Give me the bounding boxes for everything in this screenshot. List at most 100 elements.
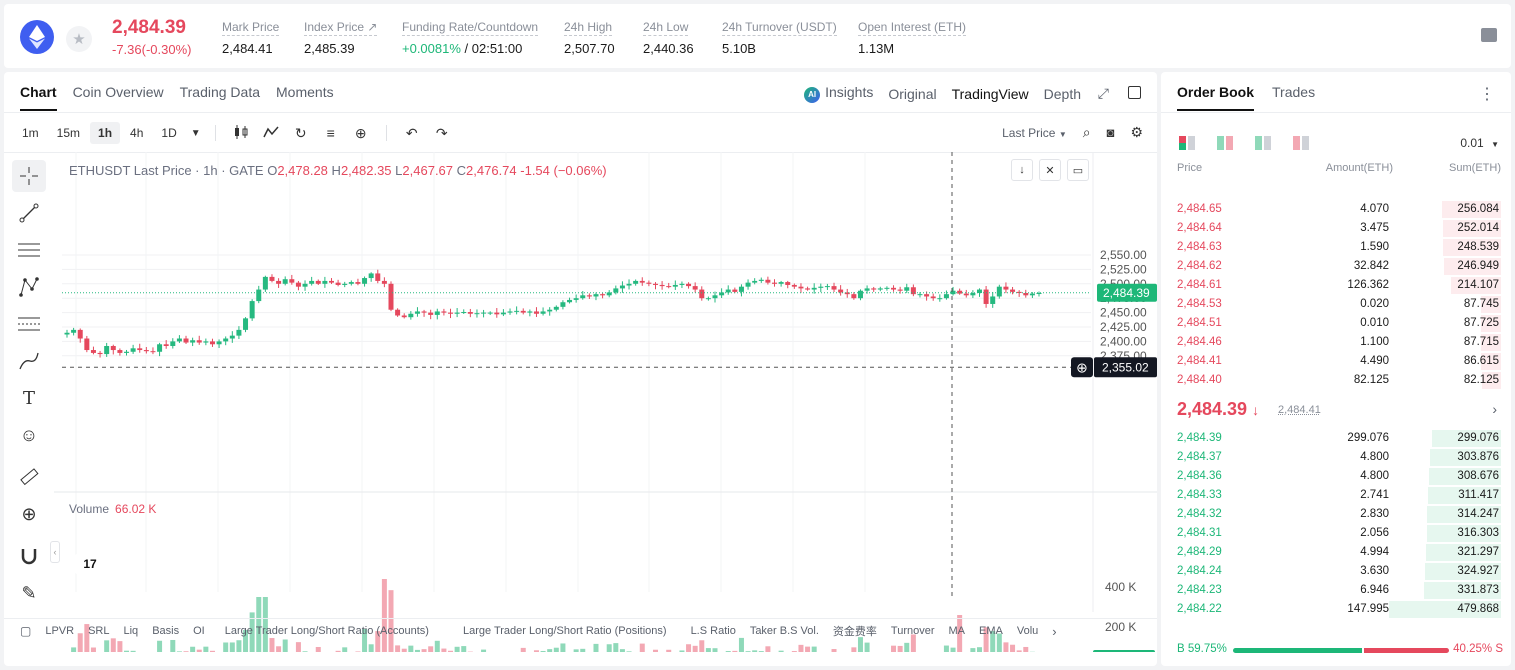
bid-row[interactable]: 2,484.22 147.995 479.868: [1161, 600, 1511, 619]
indicator-item[interactable]: SRL: [88, 625, 110, 637]
ask-row[interactable]: 2,484.40 82.125 82.125: [1161, 371, 1511, 390]
tab-order-book[interactable]: Order Book: [1177, 84, 1255, 111]
indicator-item[interactable]: OI: [193, 625, 205, 637]
candle-body: [705, 298, 711, 300]
expand-icon[interactable]: ⤢: [1097, 85, 1109, 101]
precision-select[interactable]: 0.01 ▼: [1460, 136, 1499, 150]
ask-row[interactable]: 2,484.53 0.020 87.745: [1161, 295, 1511, 314]
interval-1d[interactable]: 1D: [161, 126, 177, 140]
ask-row[interactable]: 2,484.41 4.490 86.615: [1161, 352, 1511, 371]
layout-both-icon[interactable]: [1179, 136, 1195, 150]
chevron-right-icon[interactable]: ›: [1492, 401, 1497, 417]
indicator-bar: ▢ LPVR SRL Liq Basis OI Large Trader Lon…: [20, 623, 1057, 639]
order-sum: 479.868: [1457, 603, 1499, 615]
brush-icon[interactable]: [12, 345, 46, 377]
bid-row[interactable]: 2,484.31 2.056 316.303: [1161, 524, 1511, 543]
indicator-item[interactable]: MA: [948, 625, 966, 637]
magnet-icon[interactable]: [12, 540, 46, 572]
pattern-icon[interactable]: [12, 271, 46, 303]
zoom-in-icon[interactable]: ⊕: [21, 503, 37, 524]
bid-row[interactable]: 2,484.37 4.800 303.876: [1161, 448, 1511, 467]
camera-icon[interactable]: ◙: [1106, 125, 1115, 140]
pencil-lock-icon[interactable]: ✎: [21, 582, 37, 603]
chevron-right-icon[interactable]: ›: [1052, 623, 1057, 639]
fullscreen-icon[interactable]: ▭: [1067, 159, 1089, 181]
layout-asks-icon[interactable]: [1293, 136, 1309, 150]
indicator-item[interactable]: LPVR: [45, 625, 75, 637]
interval-15m[interactable]: 15m: [56, 126, 81, 140]
layout-bids-icon[interactable]: [1255, 136, 1271, 150]
bid-row[interactable]: 2,484.33 2.741 311.417: [1161, 486, 1511, 505]
ask-row[interactable]: 2,484.64 3.475 252.014: [1161, 219, 1511, 238]
ask-row[interactable]: 2,484.46 1.100 87.715: [1161, 333, 1511, 352]
indicator-item[interactable]: L.S Ratio: [690, 625, 736, 637]
trendline-icon[interactable]: [12, 197, 46, 229]
order-sum: 87.725: [1463, 317, 1499, 329]
indicator-item[interactable]: Taker B.S Vol.: [749, 625, 819, 637]
indicator-item[interactable]: Basis: [152, 625, 180, 637]
collapse-toolbar-icon[interactable]: ‹: [50, 541, 60, 563]
search-icon[interactable]: ⌕: [1082, 124, 1091, 140]
depth-bar: [1480, 315, 1501, 332]
indicator-item[interactable]: Turnover: [890, 625, 935, 637]
stat-index-price[interactable]: Index Price ↗ 2,485.39: [304, 20, 378, 56]
tab-moments[interactable]: Moments: [276, 84, 334, 100]
ask-row[interactable]: 2,484.51 0.010 87.725: [1161, 314, 1511, 333]
indicator-item[interactable]: Large Trader Long/Short Ratio (Positions…: [462, 625, 667, 637]
window-icon[interactable]: [1128, 86, 1141, 99]
indicator-item[interactable]: Large Trader Long/Short Ratio (Accounts): [224, 625, 429, 637]
ruler-icon[interactable]: [12, 461, 46, 493]
favorite-star-icon[interactable]: ★: [66, 26, 92, 52]
bid-row[interactable]: 2,484.29 4.994 321.297: [1161, 543, 1511, 562]
redo-icon[interactable]: ↷: [435, 124, 448, 141]
bid-row[interactable]: 2,484.24 3.630 324.927: [1161, 562, 1511, 581]
alert-add-icon[interactable]: ⊕: [354, 124, 367, 141]
bid-row[interactable]: 2,484.36 4.800 308.676: [1161, 467, 1511, 486]
tradingview-logo[interactable]: 17: [75, 553, 105, 575]
indicator-item[interactable]: EMA: [979, 625, 1003, 637]
text-tool-icon[interactable]: T: [22, 387, 35, 409]
indicator-item[interactable]: Volu: [1016, 625, 1039, 637]
ask-row[interactable]: 2,484.65 4.070 256.084: [1161, 200, 1511, 219]
bid-row[interactable]: 2,484.32 2.830 314.247: [1161, 505, 1511, 524]
calendar-icon[interactable]: ▢: [20, 624, 32, 638]
interval-dropdown-icon[interactable]: ▼: [190, 127, 201, 139]
fib-icon[interactable]: [12, 308, 46, 340]
templates-icon[interactable]: ≡: [326, 125, 335, 141]
indicator-item[interactable]: 资金费率: [832, 625, 877, 638]
candle-type-icon[interactable]: [226, 124, 256, 142]
bid-row[interactable]: 2,484.39 299.076 299.076: [1161, 429, 1511, 448]
arrow-down-icon[interactable]: ↓: [1011, 159, 1033, 181]
order-sum: 324.927: [1457, 565, 1499, 577]
interval-1m[interactable]: 1m: [22, 126, 39, 140]
ask-row[interactable]: 2,484.61 126.362 214.107: [1161, 276, 1511, 295]
emoji-icon[interactable]: ☺: [19, 424, 39, 445]
tab-depth[interactable]: Depth: [1043, 85, 1081, 102]
price-type-select[interactable]: Last Price ▼: [1002, 125, 1067, 140]
indicators-icon[interactable]: [256, 125, 286, 142]
tab-tradingview[interactable]: TradingView: [951, 85, 1029, 102]
tab-trading-data[interactable]: Trading Data: [179, 84, 261, 100]
interval-1h[interactable]: 1h: [90, 122, 121, 144]
tab-insights[interactable]: AI Insights: [804, 84, 873, 103]
bid-row[interactable]: 2,484.23 6.946 331.873: [1161, 581, 1511, 600]
tab-trades[interactable]: Trades: [1272, 84, 1316, 100]
tab-coin-overview[interactable]: Coin Overview: [72, 84, 164, 100]
tab-original[interactable]: Original: [888, 85, 937, 102]
book-icon[interactable]: [1481, 28, 1497, 42]
gear-icon[interactable]: ⚙: [1130, 124, 1143, 140]
parallel-lines-icon[interactable]: [12, 234, 46, 266]
undo-icon[interactable]: ↶: [405, 124, 418, 141]
ask-row[interactable]: 2,484.62 32.842 246.949: [1161, 257, 1511, 276]
crosshair-icon[interactable]: [12, 160, 46, 192]
price-chart[interactable]: 2,550.002,525.002,500.002,475.002,450.00…: [4, 152, 1157, 652]
order-price: 2,484.63: [1177, 241, 1222, 253]
tab-chart[interactable]: Chart: [20, 84, 57, 111]
more-icon[interactable]: ⋮: [1479, 86, 1495, 103]
interval-4h[interactable]: 4h: [130, 126, 144, 140]
replay-icon[interactable]: ↻: [294, 124, 307, 141]
layout-split-icon[interactable]: [1217, 136, 1233, 150]
ask-row[interactable]: 2,484.63 1.590 248.539: [1161, 238, 1511, 257]
indicator-item[interactable]: Liq: [123, 625, 139, 637]
collapse-arrows-icon[interactable]: ✕: [1039, 159, 1061, 181]
